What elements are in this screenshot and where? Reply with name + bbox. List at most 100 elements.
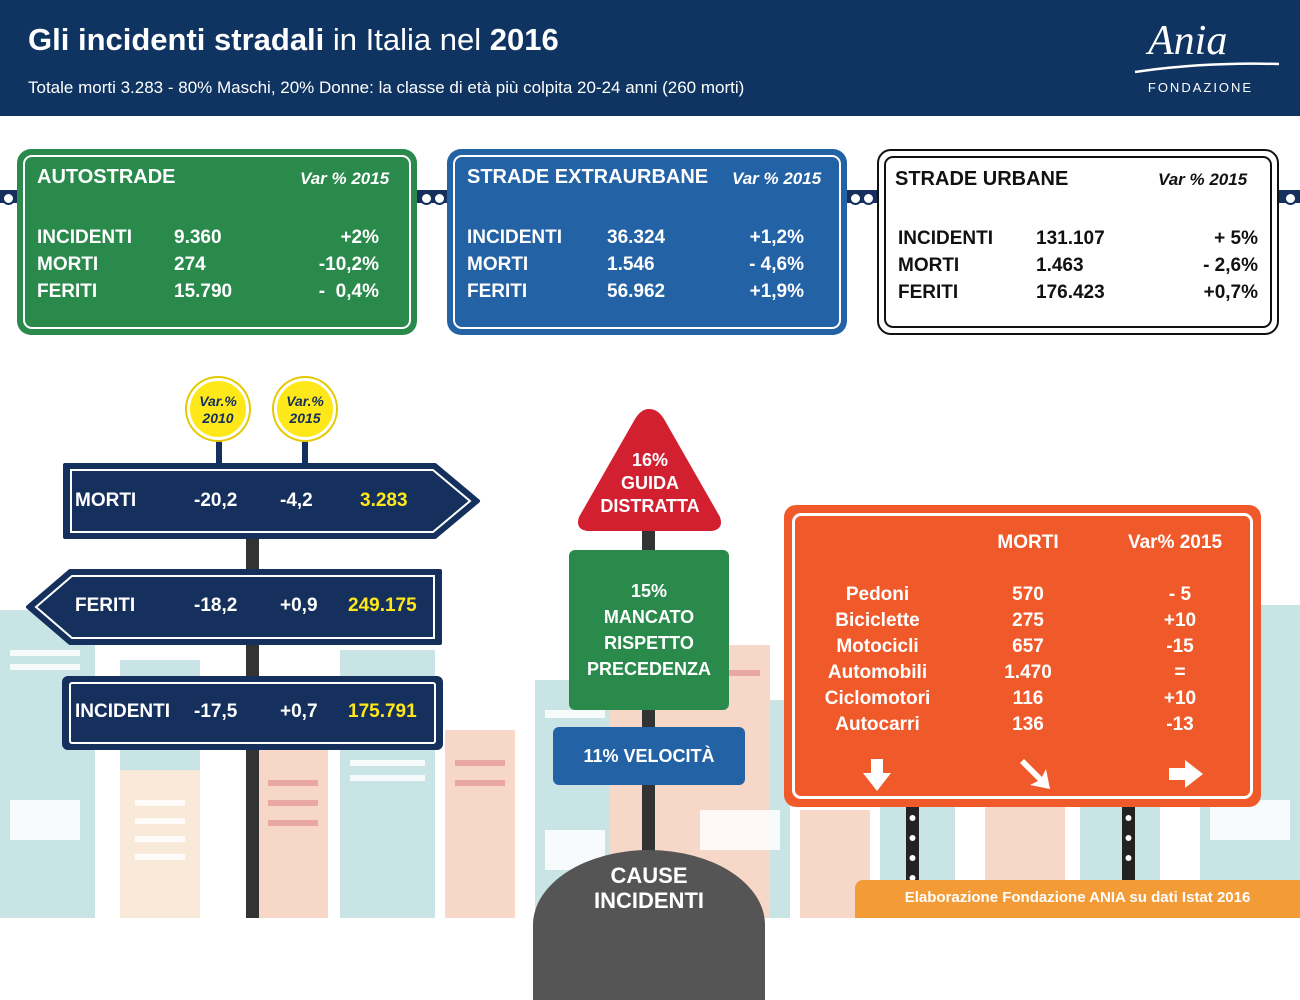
arrow-down-right-icon [1020, 759, 1050, 789]
vehicle-label: Pedoni [845, 584, 910, 605]
logo-subtitle: FONDAZIONE [1147, 80, 1254, 95]
ania-logo: Ania [1148, 18, 1228, 64]
cause-distracted: 16% GUIDA DISTRATTA [600, 450, 700, 516]
bubble-stem [302, 440, 308, 465]
row-var: - 4,6% [749, 254, 804, 275]
row-var: +0,7% [1203, 282, 1258, 303]
row-var: +2% [340, 227, 379, 248]
rail-bolt-icon [420, 192, 433, 205]
row-label: FERITI [37, 281, 98, 302]
vehicle-var: +10 [1163, 610, 1197, 631]
footer-bar [855, 880, 1300, 918]
logo-swoosh-icon [1134, 62, 1280, 74]
cause-precedence: 15% MANCATO RISPETTO PRECEDENZA [586, 581, 711, 679]
warning-triangle-icon [578, 409, 721, 531]
vehicle-deaths: 657 [1012, 636, 1044, 657]
vehicle-deaths: 570 [1012, 584, 1044, 605]
sign-var-2015: +0,9 [280, 595, 318, 616]
vehicle-var: +10 [1163, 688, 1197, 709]
vehicle-label: Automobili [827, 662, 928, 683]
row-label: INCIDENTI [898, 228, 993, 249]
sign-label: FERITI [75, 595, 136, 616]
vehicle-label: Motocicli [836, 636, 919, 657]
row-value: 176.423 [1036, 282, 1105, 303]
box-var-label: Var % 2015 [300, 169, 390, 188]
box-title: STRADE URBANE [895, 168, 1069, 190]
morti-sign [63, 463, 480, 539]
vehicle-deaths: 116 [1012, 688, 1044, 709]
row-value: 15.790 [174, 281, 233, 302]
vehicle-label: Biciclette [835, 610, 920, 631]
sign-label: MORTI [75, 490, 137, 511]
row-value: 1.463 [1036, 255, 1084, 276]
rail-bolt-icon [433, 192, 446, 205]
var-2010-bubble: Var.% 2010 [187, 378, 249, 440]
row-var: + 5% [1214, 228, 1258, 249]
autostrade-box: AUTOSTRADE Var % 2015 INCIDENTI 9.360 +2… [17, 149, 417, 335]
box-var-label: Var % 2015 [1158, 170, 1248, 189]
sign-total: 3.283 [360, 490, 408, 511]
sign-var-2015: -4,2 [280, 490, 313, 511]
row-label: INCIDENTI [467, 227, 562, 248]
vehicle-deaths: 136 [1012, 714, 1044, 735]
cause-speed-sign [553, 727, 745, 785]
page-title: Gli incidenti stradali in Italia nel 201… [28, 22, 559, 57]
arrow-down-icon [863, 759, 891, 791]
sign-total: 249.175 [348, 595, 417, 616]
row-value: 36.324 [607, 227, 666, 248]
urbane-box: STRADE URBANE Var % 2015 INCIDENTI 131.1… [877, 149, 1279, 335]
feriti-sign [26, 569, 442, 645]
incidenti-sign [62, 676, 443, 750]
row-value: 1.546 [607, 254, 655, 275]
page-subtitle: Totale morti 3.283 - 80% Maschi, 20% Don… [28, 78, 745, 97]
box-var-label: Var % 2015 [732, 169, 822, 188]
row-var: - 2,6% [1203, 255, 1258, 276]
vehicle-deaths: 1.470 [1004, 662, 1052, 683]
box-title: AUTOSTRADE [37, 166, 176, 188]
row-var: -10,2% [318, 254, 379, 275]
vehicle-var: -13 [1166, 714, 1194, 735]
row-label: INCIDENTI [37, 227, 132, 248]
vehicle-label: Ciclomotori [824, 688, 931, 709]
rail-bolt-icon [1284, 192, 1297, 205]
sign-total: 175.791 [348, 701, 417, 722]
rail-bolt-icon [862, 192, 875, 205]
vehicle-var: -15 [1166, 636, 1194, 657]
row-var: +1,2% [749, 227, 804, 248]
var-2015-bubble: Var.% 2015 [274, 378, 336, 440]
bubble-stem [216, 440, 222, 465]
source-note: Elaborazione Fondazione ANIA su dati Ist… [904, 889, 1251, 906]
sign-var-2010: -20,2 [194, 490, 238, 511]
row-label: FERITI [898, 282, 959, 303]
sign-var-2015: +0,7 [280, 701, 318, 722]
row-value: 131.107 [1036, 228, 1105, 249]
row-label: MORTI [467, 254, 529, 275]
vehicle-deaths: 275 [1012, 610, 1044, 631]
row-value: 56.962 [607, 281, 666, 302]
cause-speed: 11% VELOCITÀ [583, 746, 715, 766]
vehicle-var: - 5 [1168, 584, 1192, 605]
row-label: MORTI [898, 255, 960, 276]
box-title: STRADE EXTRAURBANE [467, 166, 709, 188]
pole-bolts [909, 815, 1132, 881]
row-var: +1,9% [749, 281, 804, 302]
rail-bolt-icon [2, 192, 15, 205]
cause-precedence-sign [569, 550, 729, 710]
vehicle-var: = [1174, 662, 1186, 683]
sign-var-2010: -18,2 [194, 595, 238, 616]
vehicle-label: Autocarri [835, 714, 920, 735]
extraurbane-box: STRADE EXTRAURBANE Var % 2015 INCIDENTI … [447, 149, 847, 335]
row-var: - 0,4% [318, 281, 379, 302]
sign-var-2010: -17,5 [194, 701, 238, 722]
sign-label: INCIDENTI [75, 701, 170, 722]
vehicles-sign [784, 505, 1261, 807]
row-label: MORTI [37, 254, 99, 275]
rail-bolt-icon [849, 192, 862, 205]
col-header-var: Var% 2015 [1127, 532, 1223, 553]
row-label: FERITI [467, 281, 528, 302]
row-value: 274 [174, 254, 206, 275]
arrow-right-icon [1169, 760, 1203, 788]
row-value: 9.360 [174, 227, 222, 248]
causes-title: CAUSE INCIDENTI [594, 863, 704, 913]
header-banner: Gli incidenti stradali in Italia nel 201… [0, 0, 1300, 116]
